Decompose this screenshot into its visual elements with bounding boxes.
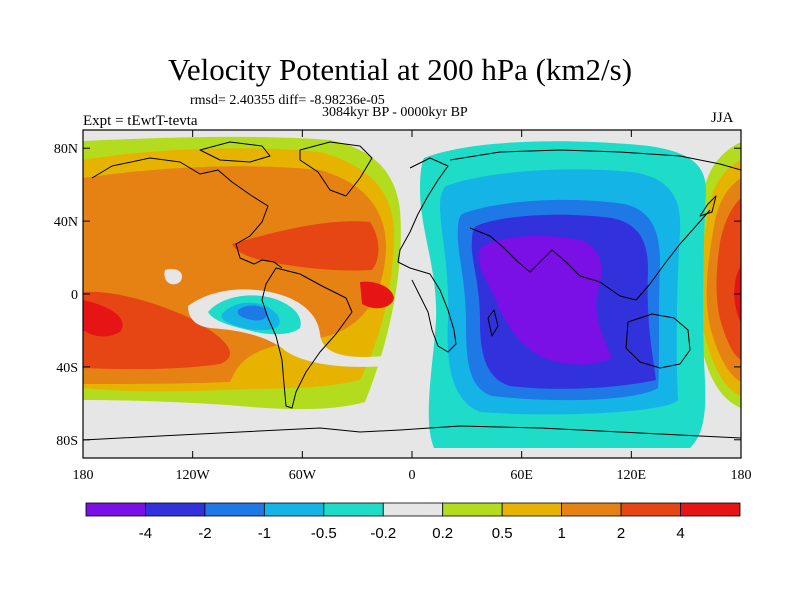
y-tick-label: 80N (54, 142, 78, 157)
y-tick-label: 40N (54, 215, 78, 230)
coast-japan (699, 195, 717, 217)
pacific-band-4 (83, 300, 123, 337)
x-tick-label: 180 (731, 468, 752, 483)
x-tick-label: 60W (289, 468, 317, 483)
coast-south-america (261, 267, 353, 409)
coast-north-america (91, 157, 283, 269)
y-tick-label: 80S (56, 434, 78, 449)
axis-ticks: 180 120W 60W 0 60E 120E 180 80N 40N 0 40S 80S (54, 130, 752, 483)
sa-band-neg2 (237, 305, 268, 321)
stats-line: rmsd= 2.40355 diff= -8.98236e-05 (190, 93, 385, 108)
experiment-label: Expt = tEwtT-tevta (83, 113, 198, 129)
colorbar-swatch (323, 502, 384, 517)
y-tick-label: 0 (71, 288, 78, 303)
coastlines (83, 141, 741, 441)
colorbar-swatch (382, 502, 444, 517)
colorbar-swatch (561, 502, 622, 517)
coast-europe-africa (397, 157, 457, 353)
coast-antarctica (83, 425, 741, 441)
asia-band-2 (716, 198, 741, 360)
x-tick-label: 60E (510, 468, 533, 483)
coast-madagascar (487, 309, 499, 337)
x-tick-label: 0 (409, 468, 416, 483)
colorbar-label: 2 (617, 525, 625, 542)
colorbar-swatch (145, 502, 206, 517)
coast-asia-north (449, 149, 741, 171)
io-band-neg4 (478, 235, 612, 365)
colorbar-swatch (442, 502, 503, 517)
colorbar-label: -4 (139, 525, 152, 542)
coast-australia (625, 313, 691, 369)
pacific-core-white (164, 268, 183, 285)
colorbar: -4 -2 -1 -0.5 -0.2 0.2 0.5 1 2 4 (85, 502, 741, 542)
colorbar-swatch (501, 502, 563, 517)
chart-title: Velocity Potential at 200 hPa (km2/s) (167, 52, 633, 87)
season-label: JJA (711, 110, 734, 126)
coast-arctic-islands (199, 141, 271, 163)
pacific-band-2 (83, 291, 230, 370)
x-tick-label: 120W (176, 468, 211, 483)
colorbar-swatch (85, 502, 146, 517)
colorbar-swatch (620, 502, 681, 517)
atlantic-band-4 (360, 281, 394, 309)
colorbar-label: 4 (676, 525, 684, 542)
coast-asia-south (469, 209, 711, 301)
colorbar-label: 1 (557, 525, 565, 542)
coast-greenland (299, 141, 373, 197)
colorbar-label: -2 (198, 525, 211, 542)
x-tick-label: 120E (617, 468, 647, 483)
pacific-band-2b (232, 221, 379, 271)
x-tick-label: 180 (73, 468, 94, 483)
period-line: 3084kyr BP - 0000kyr BP (322, 105, 468, 120)
colorbar-label: -1 (258, 525, 271, 542)
colorbar-swatch (263, 502, 325, 517)
colorbar-label: 0.5 (492, 525, 513, 542)
colorbar-swatch (204, 502, 265, 517)
colorbar-label: -0.5 (311, 525, 337, 542)
y-tick-label: 40S (56, 361, 78, 376)
colorbar-swatch (680, 502, 741, 517)
colorbar-label: -0.2 (370, 525, 396, 542)
contour-field (83, 130, 741, 458)
colorbar-label: 0.2 (432, 525, 453, 542)
